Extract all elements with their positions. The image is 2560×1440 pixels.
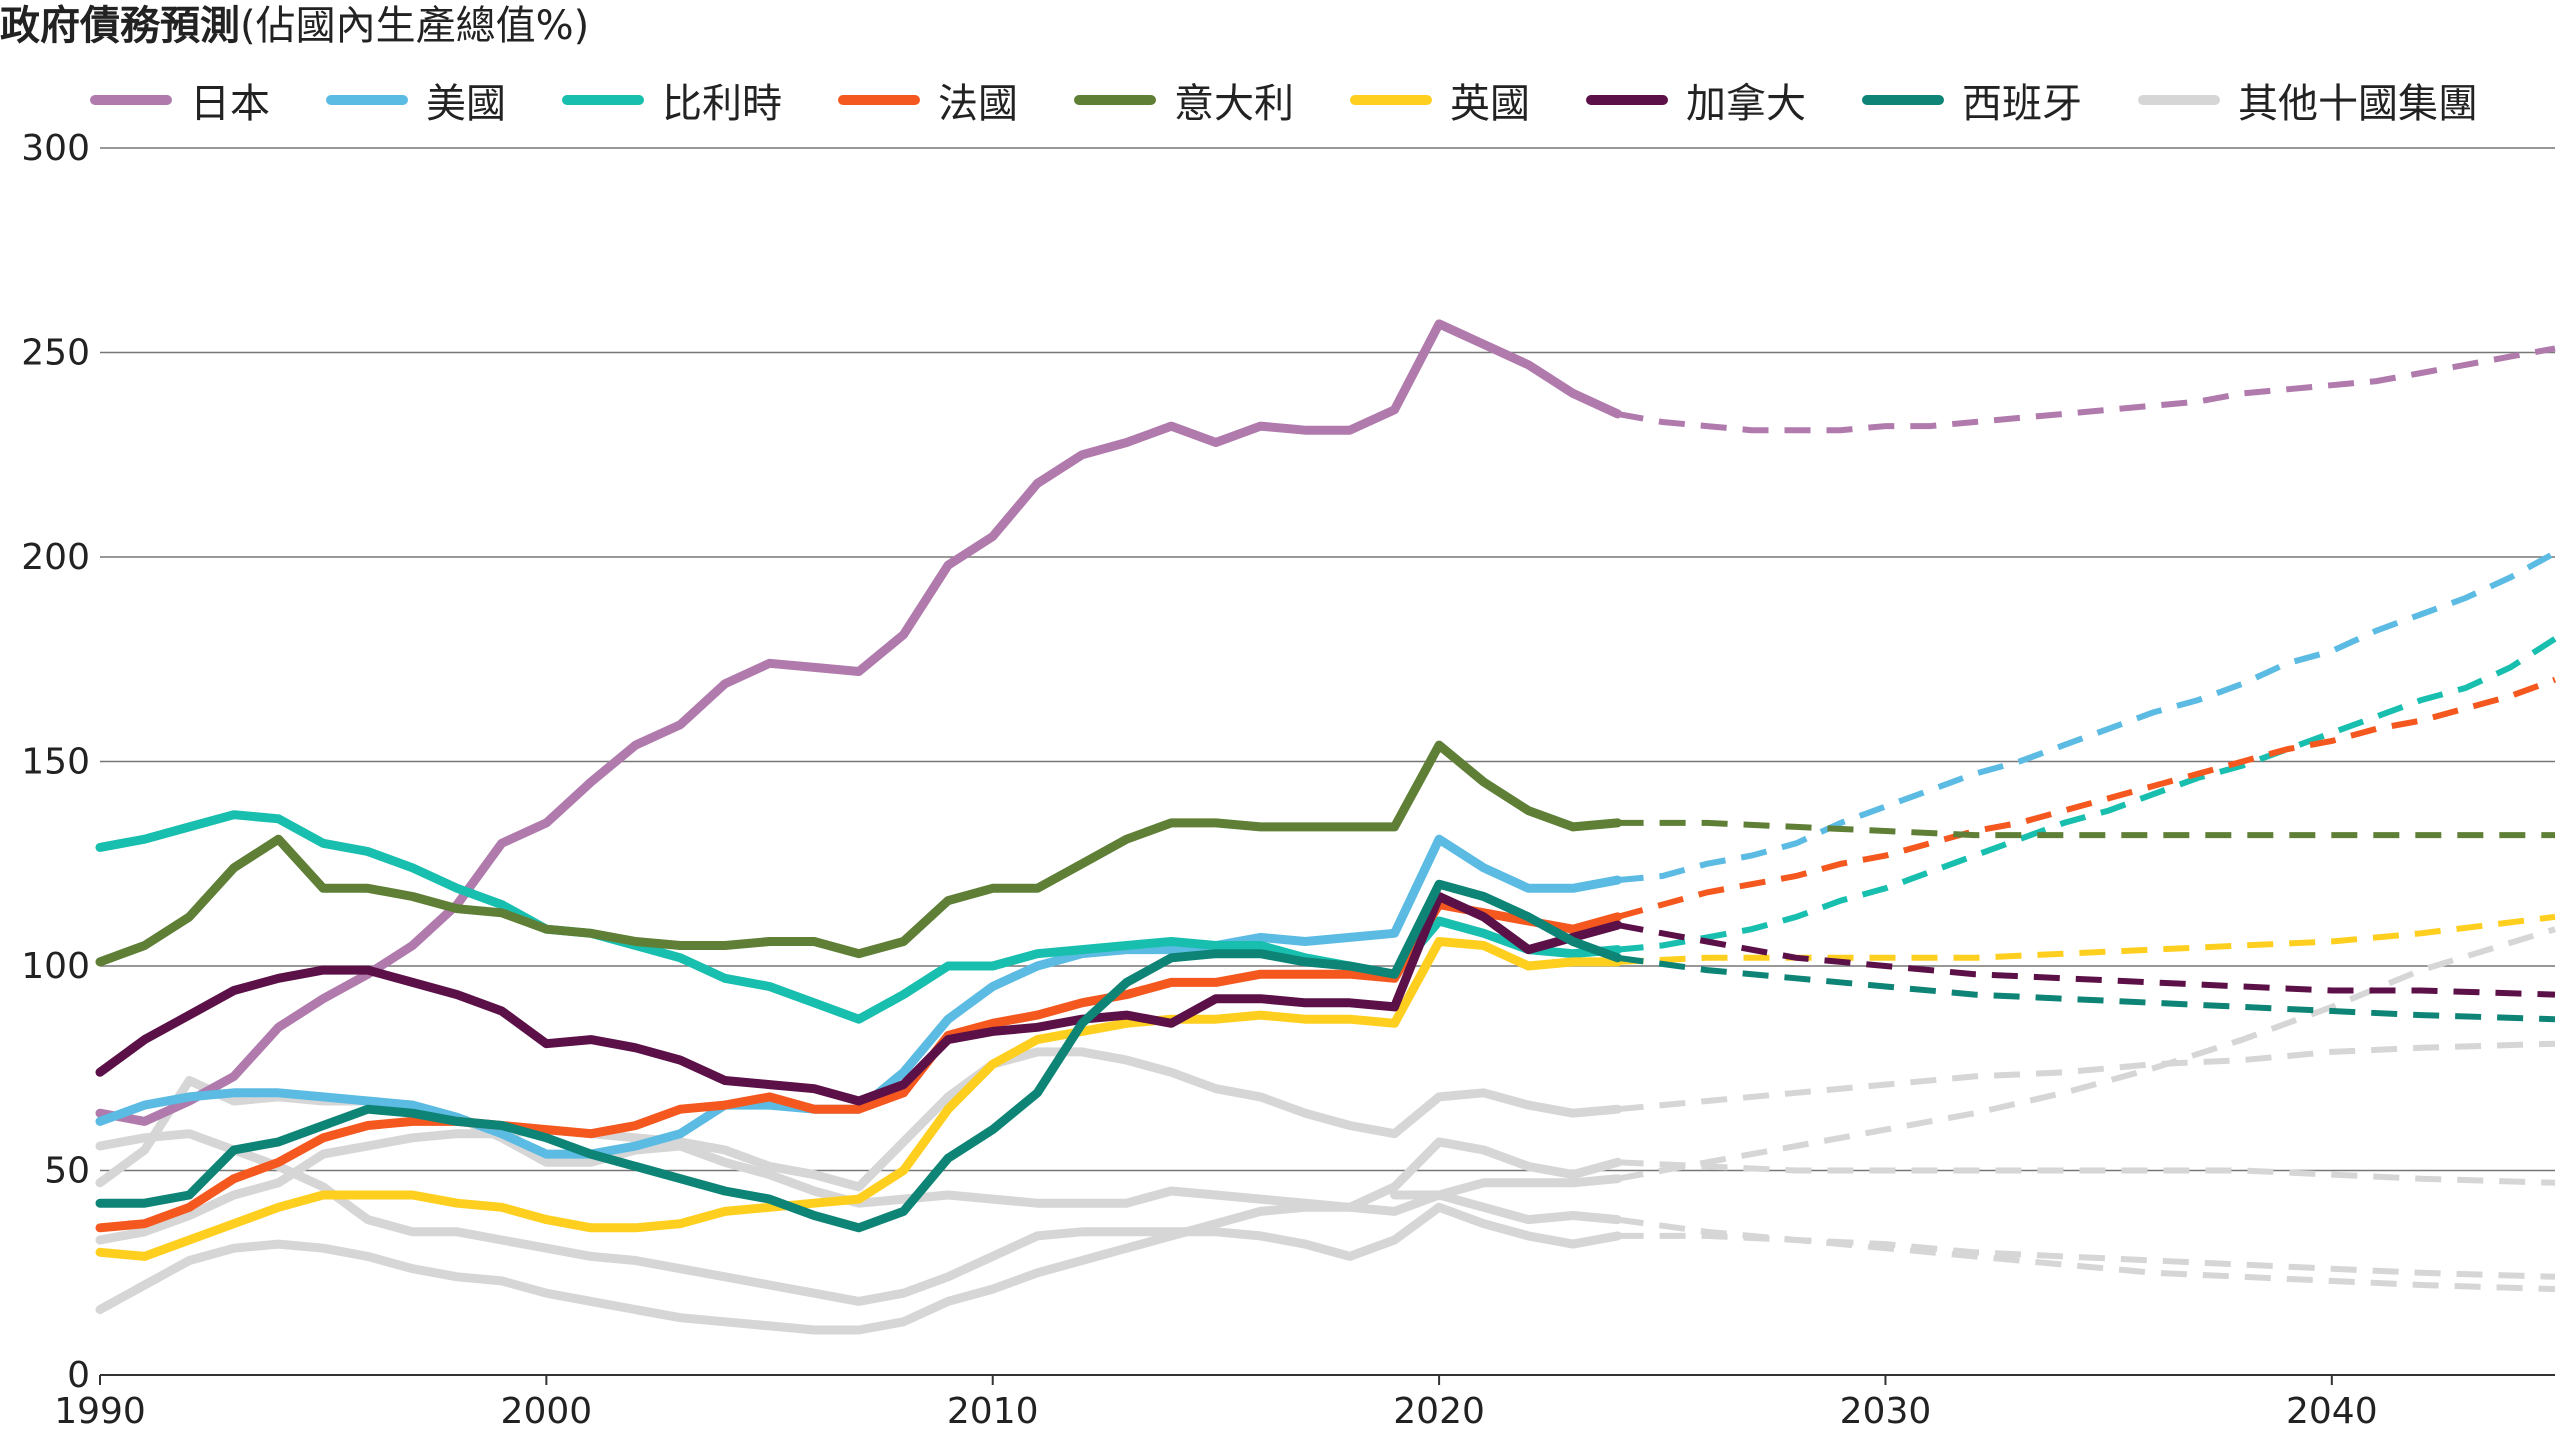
legend-label: 其他十國集團: [2238, 81, 2478, 127]
legend-label: 英國: [1450, 81, 1530, 127]
legend-swatch: [90, 95, 172, 105]
series-lines: [95, 319, 2557, 1335]
legend-swatch: [1074, 95, 1156, 105]
series-其他十國集團: [1390, 1190, 2556, 1293]
series-line-projected: [1617, 913, 2556, 965]
legend-item: 美國: [326, 71, 506, 129]
series-line-projected: [1617, 926, 2556, 1182]
series-line-actual: [95, 740, 1623, 967]
legend-item: 比利時: [562, 71, 782, 129]
chart-subtitle: (佔國內生產總值%): [240, 3, 590, 49]
series-line-actual: [95, 319, 1623, 1126]
series-line-projected: [1617, 1216, 2556, 1293]
legend-label: 比利時: [662, 81, 782, 127]
series-line-projected: [1617, 636, 2557, 953]
series-line-actual: [95, 810, 1623, 1024]
y-axis: 0 50 100 150 200 250 300: [21, 128, 90, 1396]
legend-swatch: [326, 95, 408, 105]
legend-swatch: [562, 95, 644, 105]
series-line-actual: [95, 937, 1623, 1261]
x-axis: 1990 2000 2010 2020 2030 2040: [54, 1375, 2378, 1432]
series-line-actual: [95, 879, 1623, 1233]
legend-swatch: [1862, 95, 1944, 105]
series-其他十國集團: [95, 1040, 2556, 1245]
series-日本: [95, 319, 2556, 1126]
x-tick-label: 2010: [947, 1391, 1039, 1432]
legend-label: 西班牙: [1962, 81, 2082, 127]
legend-label: 加拿大: [1686, 81, 1806, 127]
y-tick-label: 50: [44, 1151, 90, 1192]
series-line-actual: [1390, 1190, 1623, 1225]
series-line-projected: [1617, 1040, 2556, 1113]
legend-label: 日本: [190, 81, 270, 127]
legend-swatch: [1586, 95, 1668, 105]
series-line-actual: [95, 892, 1623, 1106]
legend-item: 加拿大: [1586, 71, 1806, 129]
series-法國: [95, 676, 2557, 1233]
series-line-projected: [1616, 676, 2557, 920]
x-tick-label: 2040: [2286, 1391, 2378, 1432]
series-line-projected: [1617, 954, 2556, 1023]
series-line-actual: [95, 900, 1623, 1233]
series-line-actual: [95, 1047, 1623, 1245]
legend: 日本 美國 比利時 法國 意大利 英國 加拿大 西班牙 其他十國集團: [90, 70, 2534, 130]
series-line-actual: [95, 1137, 1623, 1335]
y-tick-label: 100: [21, 946, 90, 987]
legend-item: 日本: [90, 71, 270, 129]
y-tick-label: 300: [21, 128, 90, 169]
legend-swatch: [838, 95, 920, 105]
series-其他十國集團: [95, 1137, 2556, 1335]
y-tick-label: 250: [21, 333, 90, 374]
legend-label: 美國: [426, 81, 506, 127]
legend-item: 英國: [1350, 71, 1530, 129]
series-line-projected: [1617, 550, 2557, 884]
gridlines: [100, 147, 2555, 1376]
legend-swatch: [2138, 95, 2220, 105]
x-tick-label: 2000: [501, 1391, 593, 1432]
x-tick-label: 2030: [1840, 1391, 1932, 1432]
series-line-projected: [1617, 922, 2556, 998]
legend-item: 法國: [838, 71, 1018, 129]
series-line-projected: [1617, 345, 2556, 434]
y-tick-label: 200: [21, 537, 90, 578]
y-tick-label: 0: [67, 1355, 90, 1396]
series-line-projected: [1617, 1159, 2556, 1186]
series-line-projected: [1617, 819, 2555, 839]
y-tick-label: 150: [21, 742, 90, 783]
x-tick-label: 1990: [54, 1391, 146, 1432]
legend-item: 西班牙: [1862, 71, 2082, 129]
series-line-actual: [95, 1129, 1623, 1306]
series-西班牙: [95, 879, 2556, 1233]
legend-item: 其他十國集團: [2138, 71, 2478, 129]
chart-title-main: 政府債務預測: [0, 3, 240, 49]
chart-title: 政府債務預測(佔國內生產總值%): [0, 2, 589, 50]
x-tick-label: 2020: [1393, 1391, 1485, 1432]
legend-label: 法國: [938, 81, 1018, 127]
series-line-projected: [1617, 1232, 2556, 1280]
legend-label: 意大利: [1174, 81, 1294, 127]
series-英國: [95, 913, 2556, 1261]
series-意大利: [95, 740, 2555, 967]
series-加拿大: [95, 892, 2556, 1106]
legend-swatch: [1350, 95, 1432, 105]
legend-item: 意大利: [1074, 71, 1294, 129]
